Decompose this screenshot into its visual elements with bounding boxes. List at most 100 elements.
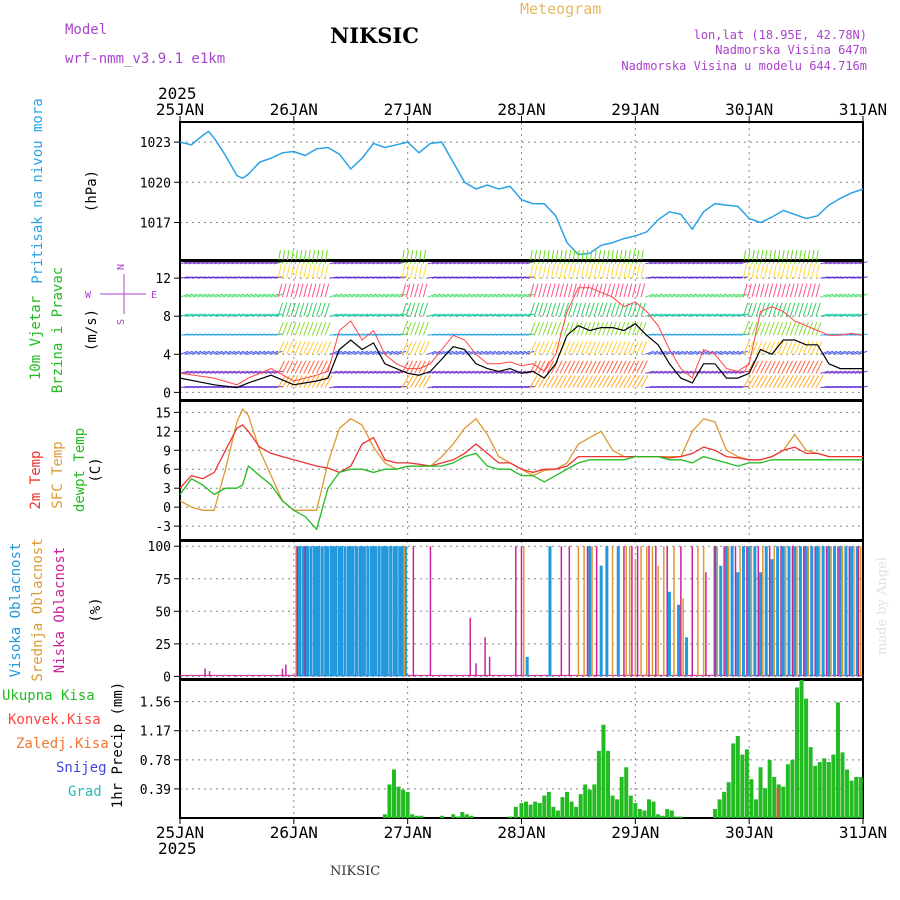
wind-arrow	[401, 322, 408, 336]
wind-arrow	[538, 322, 545, 336]
wind-arrow	[798, 375, 807, 388]
wind-arrow	[470, 313, 480, 317]
wind-arrow	[243, 276, 254, 279]
high-cloud-bar	[833, 546, 837, 677]
precip-bar	[758, 767, 763, 818]
wind-arrow	[235, 370, 245, 374]
wind-arrow	[273, 350, 283, 355]
low-cloud-bar	[636, 546, 639, 677]
wind-arrow	[662, 293, 671, 298]
wind-arrow	[500, 385, 510, 389]
wind-arrow	[281, 264, 286, 279]
wind-arrow	[794, 283, 799, 298]
wind-arrow	[760, 375, 768, 388]
wind-arrow	[768, 341, 776, 355]
wind-arrow	[679, 385, 689, 389]
wind-arrow	[248, 385, 258, 389]
wind-arrow	[517, 276, 527, 279]
wind-arrow	[751, 283, 757, 298]
wind-arrow	[841, 385, 851, 389]
wind-arrow	[563, 302, 569, 317]
wind-arrow	[474, 261, 484, 265]
wind-arrow	[687, 261, 697, 265]
wind-arrow	[265, 293, 275, 298]
meteogram-title: Meteogram	[520, 0, 601, 18]
low-cloud-bar	[746, 546, 748, 677]
wind-arrow	[414, 264, 419, 279]
wind-arrow	[388, 350, 398, 355]
wind-arrow	[478, 385, 488, 389]
wind-arrow	[290, 283, 296, 298]
wind-arrow	[815, 264, 820, 279]
convective-bar	[776, 788, 779, 818]
wind-arrow	[721, 293, 731, 298]
wind-arrow	[457, 293, 467, 298]
wind-arrow	[495, 385, 505, 389]
wind-arrow	[248, 370, 258, 374]
wind-arrow	[457, 385, 467, 389]
wind-arrow	[337, 261, 347, 265]
wind-arrow	[538, 341, 545, 355]
precip-bar	[665, 809, 670, 818]
wind-arrow	[696, 333, 706, 336]
precip-bar	[660, 815, 665, 818]
wind-arrow	[290, 302, 296, 317]
wind-arrow	[367, 385, 377, 389]
mid-cloud-bar	[577, 546, 580, 677]
wind-arrow	[235, 333, 245, 336]
wind-arrow	[606, 375, 615, 388]
precip-bar	[651, 801, 656, 818]
wind-arrow	[768, 322, 775, 336]
low-cloud-bar	[631, 546, 633, 677]
precip-bar	[606, 750, 611, 818]
wind-arrow	[209, 261, 219, 265]
y-tick-label: 100	[148, 540, 171, 555]
wind-arrow	[499, 293, 509, 298]
wind-arrow	[422, 283, 428, 298]
wind-arrow	[781, 375, 790, 388]
wind-arrow	[529, 341, 537, 355]
wind-arrow	[359, 261, 369, 265]
wind-arrow	[529, 375, 538, 388]
wind-arrow	[567, 302, 574, 317]
wind-arrow	[722, 370, 731, 374]
wind-arrow	[487, 333, 497, 336]
wind-arrow	[376, 276, 386, 279]
high-cloud-bar	[392, 546, 396, 677]
wind-arrow	[687, 350, 697, 355]
high-cloud-bar	[374, 546, 378, 677]
x-tick-label: 30JAN	[725, 100, 773, 119]
precip-bar	[753, 799, 758, 818]
compass-s: S	[116, 319, 127, 325]
wind-arrow	[789, 360, 798, 374]
wind-arrow	[555, 360, 563, 374]
wind-arrow	[371, 350, 381, 355]
wind-arrow	[751, 375, 760, 388]
x-tick-label: 31JAN	[839, 823, 887, 842]
wind-arrow	[192, 333, 202, 336]
wind-arrow	[670, 276, 680, 279]
wind-arrow	[248, 276, 258, 279]
wind-arrow	[431, 350, 441, 355]
wind-arrow	[372, 276, 382, 279]
wind-arrow	[781, 283, 787, 298]
wind-arrow	[772, 264, 777, 279]
wind-arrow	[772, 360, 781, 374]
wind-arrow	[760, 302, 766, 317]
wind-arrow	[666, 370, 676, 374]
high-cloud-bar	[337, 546, 341, 677]
low-cloud-bar	[623, 546, 625, 677]
wind-arrow	[444, 370, 454, 374]
wind-arrow	[542, 322, 549, 336]
wind-arrow	[815, 283, 821, 298]
panel-frame	[179, 260, 864, 401]
precip-bar	[560, 797, 565, 818]
wind-arrow	[205, 385, 215, 389]
precip-legend-item: Konvek.Kisa	[8, 712, 101, 728]
wind-arrow	[222, 276, 232, 279]
low-cloud-bar	[837, 546, 839, 677]
wind-arrow	[427, 385, 437, 389]
wind-arrow	[768, 375, 777, 388]
wind-arrow	[453, 385, 463, 389]
y-tick-label: -3	[155, 520, 171, 535]
